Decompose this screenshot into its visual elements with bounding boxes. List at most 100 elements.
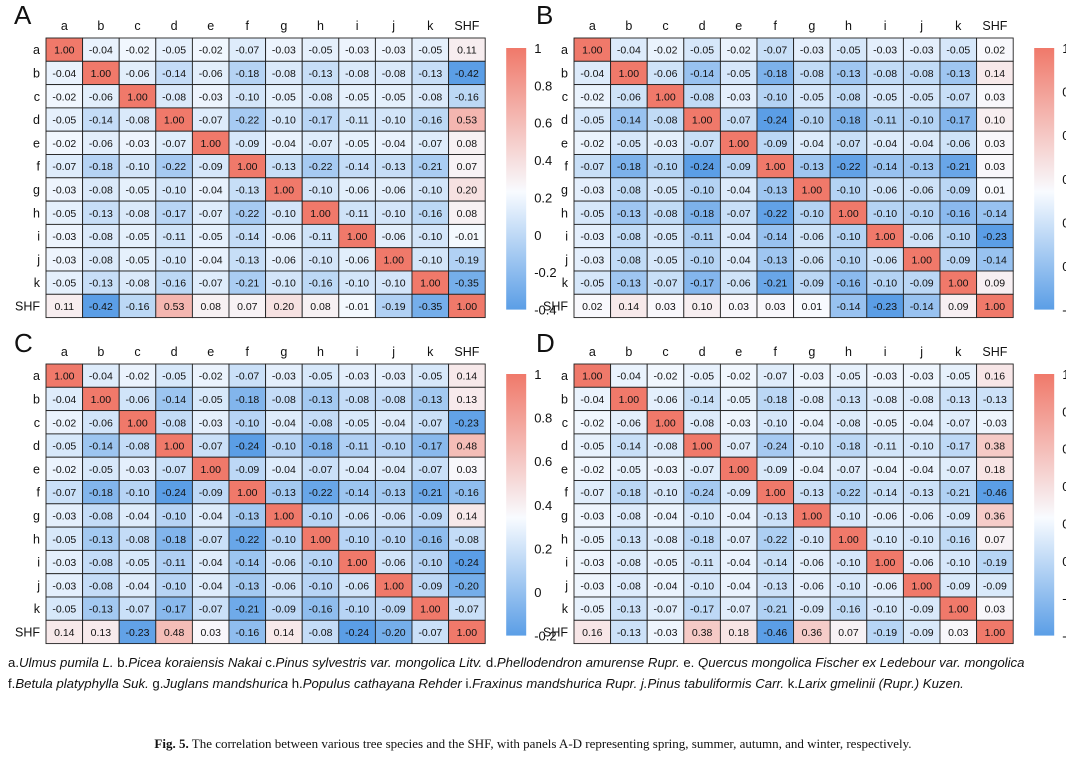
colorbar: [506, 48, 527, 310]
cell-value: -0.04: [800, 138, 824, 150]
cell-value: -0.07: [727, 441, 751, 453]
row-label: j: [564, 253, 568, 267]
cell-value: 0.10: [692, 301, 713, 313]
cell-value: -0.04: [873, 138, 897, 150]
cell-value: -0.10: [345, 278, 369, 290]
cell-value: -0.13: [763, 254, 787, 266]
cell-value: -0.03: [580, 580, 604, 592]
column-label: f: [774, 19, 778, 33]
cell-value: -0.01: [345, 301, 369, 313]
cell-value: -0.06: [617, 91, 641, 103]
row-label: h: [33, 206, 40, 220]
cell-value: -0.04: [800, 464, 824, 476]
cell-value: -0.07: [235, 371, 259, 383]
cell-value: -0.09: [272, 604, 296, 616]
cell-value: -0.06: [873, 184, 897, 196]
cell-value: -0.14: [983, 208, 1007, 220]
column-label: b: [625, 19, 632, 33]
cell-value: 1.00: [347, 231, 368, 243]
cell-value: -0.14: [837, 301, 861, 313]
cell-value: -0.13: [800, 487, 824, 499]
cell-value: 0.07: [838, 627, 859, 639]
cell-value: -0.08: [126, 534, 150, 546]
cell-value: -0.08: [89, 557, 113, 569]
cell-value: -0.04: [910, 417, 934, 429]
cell-value: -0.10: [309, 510, 333, 522]
cell-value: -0.19: [382, 301, 406, 313]
species-note-segment: Larix gmelinii (Rupr.) Kuzen.: [797, 676, 964, 691]
cell-value: -0.24: [690, 161, 714, 173]
colorbar-tick-label: 0.6: [1062, 128, 1066, 143]
cell-value: -0.13: [89, 604, 113, 616]
row-label: g: [561, 183, 568, 197]
figure-caption: Fig. 5. The correlation between various …: [0, 736, 1066, 752]
cell-value: 1.00: [457, 627, 478, 639]
row-label: a: [33, 43, 40, 57]
cell-value: -0.10: [946, 231, 970, 243]
cell-value: -0.04: [654, 510, 678, 522]
cell-value: 1.00: [911, 580, 932, 592]
colorbar-tick-label: 0: [534, 228, 541, 243]
cell-value: -0.06: [345, 254, 369, 266]
cell-value: -0.02: [52, 464, 76, 476]
cell-value: -0.05: [873, 91, 897, 103]
cell-value: -0.14: [983, 254, 1007, 266]
cell-value: -0.11: [163, 557, 186, 569]
cell-value: -0.06: [345, 580, 369, 592]
column-label: i: [356, 345, 359, 359]
cell-value: 1.00: [875, 231, 896, 243]
cell-value: -0.08: [654, 208, 678, 220]
row-label: b: [33, 392, 40, 406]
cell-value: -0.05: [727, 68, 751, 80]
cell-value: -0.07: [309, 138, 333, 150]
panel-label: B: [536, 0, 553, 30]
colorbar: [1034, 48, 1055, 310]
cell-value: -0.21: [763, 604, 787, 616]
cell-value: -0.23: [873, 301, 897, 313]
cell-value: -0.18: [837, 115, 861, 127]
cell-value: -0.07: [727, 534, 751, 546]
column-label: f: [774, 345, 778, 359]
cell-value: -0.05: [126, 254, 150, 266]
cell-value: -0.10: [345, 534, 369, 546]
cell-value: -0.18: [162, 534, 186, 546]
cell-value: -0.05: [800, 91, 824, 103]
cell-value: -0.10: [418, 557, 442, 569]
cell-value: -0.13: [763, 580, 787, 592]
cell-value: -0.11: [874, 441, 897, 453]
cell-value: 0.38: [692, 627, 713, 639]
cell-value: -0.13: [309, 68, 333, 80]
cell-value: -0.09: [199, 161, 223, 173]
cell-value: -0.03: [873, 45, 897, 57]
cell-value: -0.19: [455, 254, 479, 266]
colorbar-tick-label: 0.2: [1062, 215, 1066, 230]
cell-value: -0.08: [418, 91, 442, 103]
cell-value: -0.14: [690, 68, 714, 80]
column-label: j: [919, 19, 923, 33]
cell-value: -0.04: [382, 138, 406, 150]
cell-value: 0.13: [457, 394, 478, 406]
cell-value: -0.18: [235, 68, 259, 80]
cell-value: -0.03: [654, 627, 678, 639]
cell-value: -0.14: [345, 487, 369, 499]
cell-value: -0.22: [837, 161, 861, 173]
cell-value: -0.09: [763, 138, 787, 150]
cell-value: -0.22: [235, 534, 259, 546]
cell-value: 1.00: [237, 487, 258, 499]
cell-value: -0.05: [617, 464, 641, 476]
cell-value: -0.10: [910, 534, 934, 546]
cell-value: -0.05: [52, 278, 76, 290]
panel-label: D: [536, 328, 555, 358]
cell-value: 1.00: [911, 254, 932, 266]
row-label: k: [562, 602, 569, 616]
cell-value: -0.10: [345, 604, 369, 616]
cell-value: -0.18: [837, 441, 861, 453]
cell-value: -0.16: [946, 208, 970, 220]
column-label: SHF: [982, 345, 1007, 359]
cell-value: -0.08: [162, 91, 186, 103]
column-label: c: [134, 345, 140, 359]
cell-value: -0.13: [617, 278, 641, 290]
cell-value: -0.08: [455, 534, 479, 546]
cell-value: 1.00: [692, 441, 713, 453]
